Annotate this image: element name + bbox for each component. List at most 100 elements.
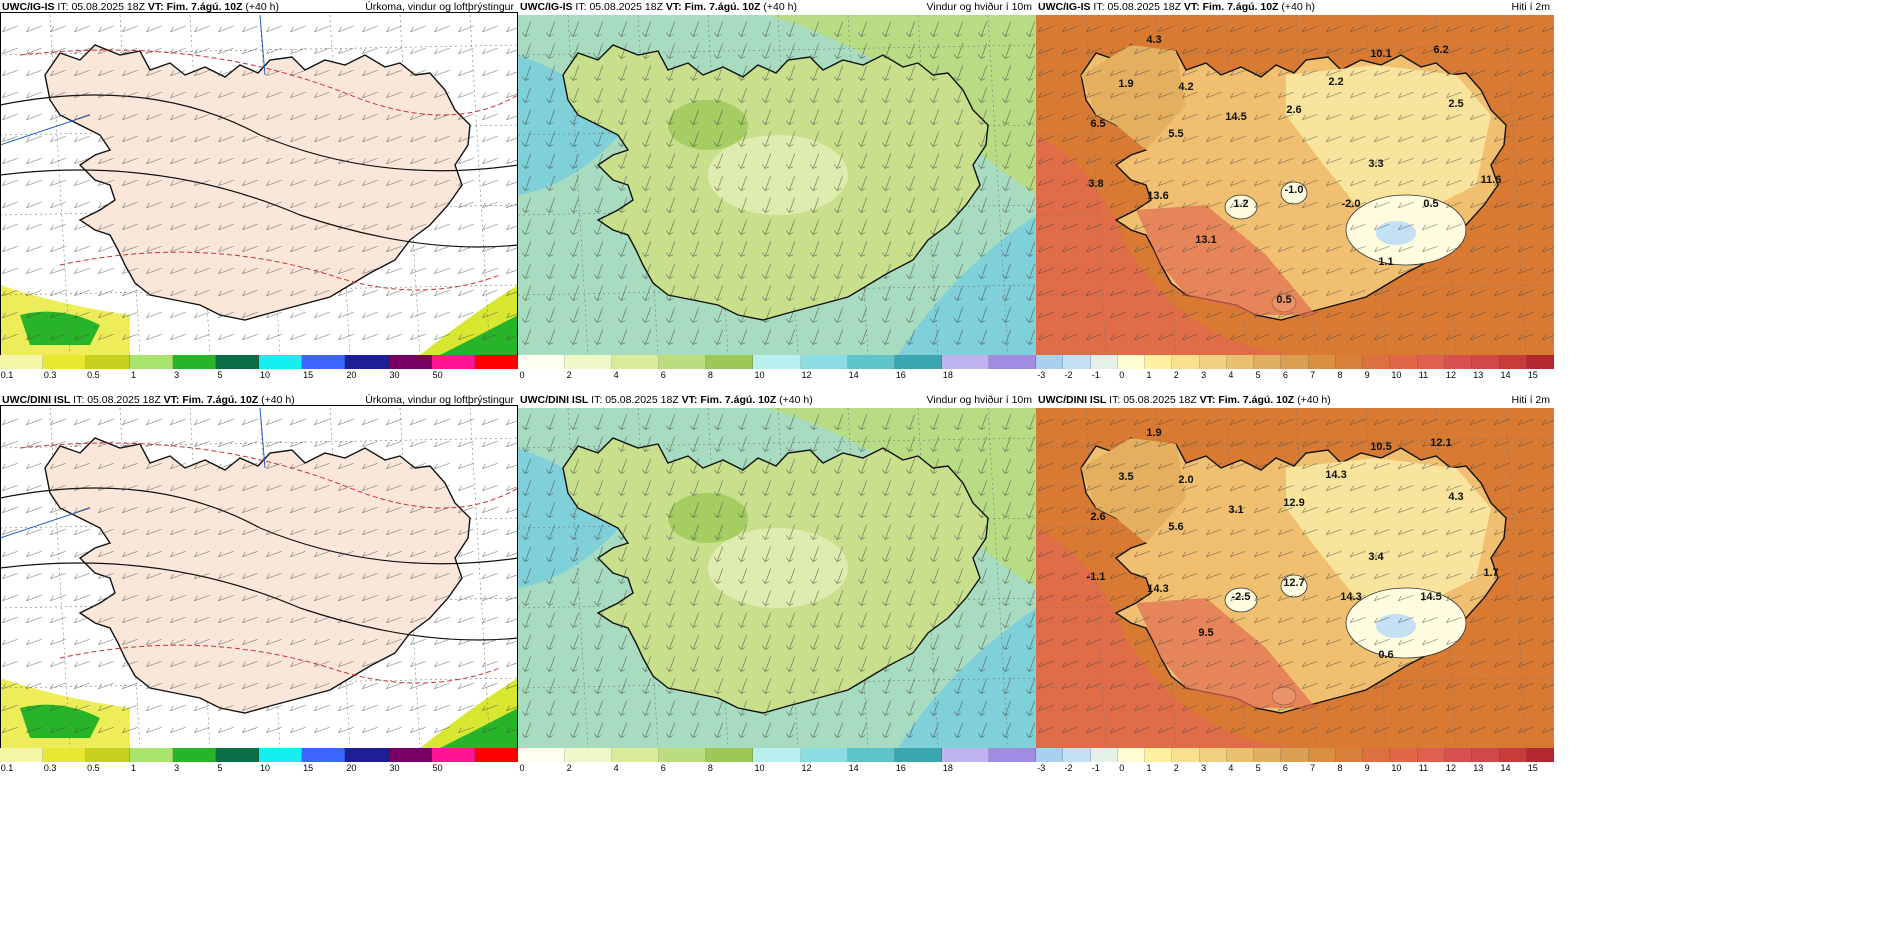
colorbar-tick-label: 0.5: [87, 370, 100, 380]
wind-barb-feather: [50, 202, 54, 208]
wind-barb-feather: [1254, 639, 1258, 645]
wind-barb: [506, 291, 518, 297]
wind-barb: [1326, 135, 1342, 143]
wind-arrowhead: [522, 54, 526, 59]
wind-arrowhead: [765, 559, 770, 562]
wind-arrowhead: [858, 208, 862, 213]
wind-arrowhead: [621, 559, 626, 562]
wind-arrowhead: [957, 276, 962, 279]
wind-barb: [1302, 311, 1318, 319]
wind-barb: [668, 634, 676, 650]
wind-barb: [1326, 572, 1342, 580]
wind-arrowhead: [642, 318, 646, 323]
wind-barb-feather: [1230, 485, 1234, 491]
wind-arrowhead: [834, 557, 838, 562]
wind-barb: [458, 245, 474, 253]
wind-barb: [50, 157, 66, 165]
wind-barb: [596, 87, 604, 103]
wind-barb: [1470, 638, 1486, 646]
wind-barb: [290, 201, 306, 209]
wind-barb-feather: [1470, 419, 1474, 425]
wind-barb-feather: [290, 246, 294, 252]
wind-arrowhead: [717, 166, 722, 169]
colorbar-swatch: [1036, 748, 1064, 762]
wind-barb: [434, 440, 450, 448]
wind-arrowhead: [909, 100, 914, 103]
wind-barb-feather: [1254, 334, 1258, 340]
wind-barb-feather: [26, 290, 30, 296]
wind-barb: [26, 91, 42, 99]
wind-barb: [1004, 21, 1012, 37]
wind-barb: [1542, 728, 1554, 734]
wind-arrowhead: [978, 711, 982, 716]
wind-barb: [266, 113, 282, 121]
wind-barb: [1004, 109, 1012, 125]
wind-arrowhead: [714, 340, 718, 345]
wind-barb-feather: [1446, 595, 1450, 601]
colorbar-swatch: [1063, 355, 1091, 369]
wind-barb: [1398, 201, 1414, 209]
wind-arrowhead: [765, 320, 770, 323]
wind-barb: [1182, 223, 1198, 231]
wind-barb-feather: [1518, 705, 1522, 711]
wind-barb: [1086, 69, 1102, 77]
wind-barb-feather: [1302, 180, 1306, 186]
wind-arrowhead: [909, 647, 914, 650]
wind-barb-feather: [1302, 48, 1306, 54]
wind-barb: [410, 594, 426, 602]
wind-arrowhead: [741, 713, 746, 716]
wind-barb-feather: [146, 92, 150, 98]
wind-barb-feather: [1518, 529, 1522, 535]
wind-barb: [932, 700, 940, 716]
wind-barb-feather: [1350, 661, 1354, 667]
wind-barb-feather: [1278, 573, 1282, 579]
wind-arrowhead: [522, 186, 526, 191]
wind-barb: [1326, 506, 1342, 514]
wind-barb-feather: [482, 463, 486, 469]
wind-barb-feather: [410, 419, 414, 425]
wind-barb: [1158, 223, 1174, 231]
wind-barb: [1028, 480, 1036, 496]
wind-barb-feather: [1134, 290, 1138, 296]
wind-barb-feather: [50, 114, 54, 120]
wind-area: [668, 493, 748, 543]
wind-barb: [170, 638, 186, 646]
wind-barb: [50, 462, 66, 470]
wind-barb-feather: [482, 136, 486, 142]
wind-barb: [620, 21, 628, 37]
wind-barb: [1062, 682, 1078, 690]
wind-barb-feather: [50, 92, 54, 98]
wind-barb: [146, 245, 162, 253]
wind-barb-feather: [1062, 661, 1066, 667]
wind-barb: [1028, 656, 1036, 672]
wind-barb: [314, 418, 330, 426]
colorbar-tick-label: 50: [432, 370, 443, 380]
wind-barb: [788, 546, 796, 562]
wind-arrowhead: [906, 208, 910, 213]
wind-arrowhead: [1029, 144, 1034, 147]
wind-barb: [908, 87, 916, 103]
wind-arrowhead: [621, 515, 626, 518]
wind-arrowhead: [642, 340, 646, 345]
wind-barb: [434, 113, 450, 121]
wind-arrowhead: [1029, 166, 1034, 169]
wind-barb: [482, 69, 498, 77]
wind-arrowhead: [909, 471, 914, 474]
wind-barb-feather: [386, 312, 390, 318]
wind-barb-feather: [1206, 705, 1210, 711]
wind-barb-feather: [386, 158, 390, 164]
wind-arrowhead: [861, 188, 866, 191]
wind-barb-feather: [410, 727, 414, 733]
wind-barb: [1350, 660, 1366, 668]
wind-barb: [788, 307, 796, 323]
wind-arrowhead: [762, 601, 766, 606]
wind-barb-feather: [170, 114, 174, 120]
wind-arrowhead: [789, 515, 794, 518]
wind-barb-feather: [1206, 334, 1210, 340]
wind-barb-feather: [314, 551, 318, 557]
wind-barb-feather: [1086, 463, 1090, 469]
wind-barb: [1542, 596, 1554, 602]
wind-arrowhead: [981, 254, 986, 257]
wind-barb: [458, 157, 474, 165]
wind-barb: [1158, 462, 1174, 470]
